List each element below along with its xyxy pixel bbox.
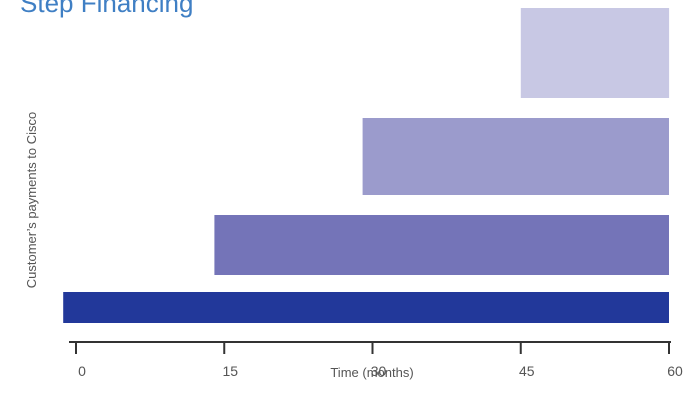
chart-title: Step Financing (20, 0, 194, 18)
bar-4 (63, 292, 669, 323)
bar-1 (520, 8, 670, 98)
x-ticks-group: 0 15 30 45 60 (75, 342, 683, 379)
x-tick-label-45: 45 (519, 363, 535, 379)
x-tick-label-0: 0 (78, 363, 86, 379)
x-tick-label-60: 60 (667, 363, 683, 379)
x-tick-label-15: 15 (222, 363, 238, 379)
bar-2 (362, 118, 669, 195)
bar-3 (214, 215, 669, 275)
y-axis-label: Customer’s payments to Cisco (24, 112, 39, 289)
bars-group (63, 8, 670, 323)
x-axis-label: Time (months) (330, 365, 413, 380)
x-tick-label-30: 30 (371, 363, 387, 379)
